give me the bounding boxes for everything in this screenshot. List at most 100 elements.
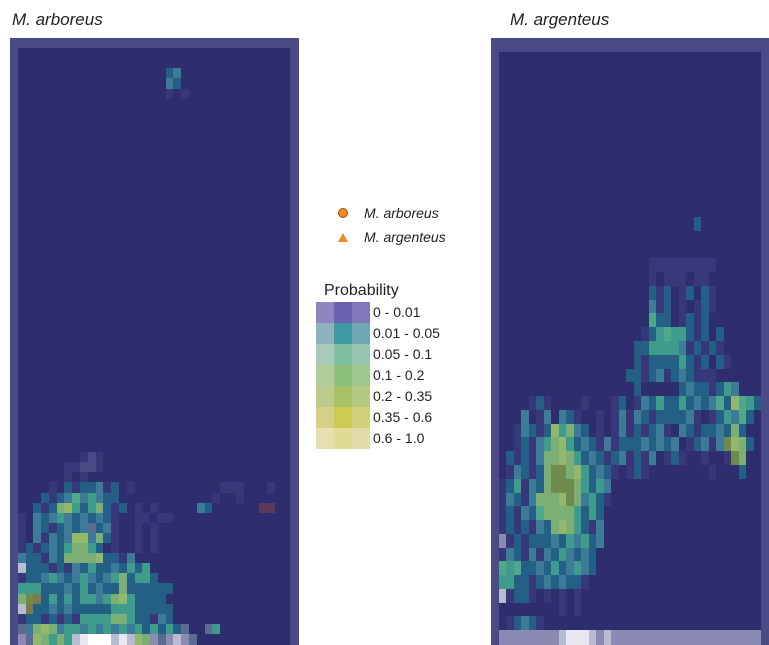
grid-cell (87, 320, 97, 332)
grid-cell (48, 310, 58, 322)
grid-cell (220, 270, 229, 281)
grid-cell (196, 169, 206, 180)
grid-cell (227, 280, 237, 292)
grid-cell (259, 118, 268, 130)
grid-cell (56, 300, 66, 312)
grid-cell (10, 199, 19, 211)
grid-cell (150, 300, 159, 312)
grid-cell (189, 88, 198, 100)
grid-cell (111, 250, 120, 261)
grid-cell (266, 159, 276, 170)
grid-cell (48, 128, 58, 140)
grid-cell (243, 38, 252, 49)
grid-cell (235, 240, 245, 251)
grid-cell (227, 98, 237, 110)
grid-cell (10, 169, 19, 180)
legend-probability-title: Probability (324, 282, 399, 299)
grid-cell (80, 159, 89, 170)
grid-cell (220, 139, 229, 150)
grid-cell (761, 561, 769, 576)
grid-cell (72, 159, 81, 170)
grid-cell (33, 341, 42, 352)
grid-cell (25, 68, 34, 79)
grid-cell (173, 199, 182, 211)
grid-cell (41, 128, 50, 140)
grid-cell (243, 260, 252, 271)
grid-cell (72, 199, 81, 211)
grid-cell (274, 78, 284, 90)
grid-cell (95, 88, 104, 100)
grid-cell (212, 98, 221, 110)
grid-cell (80, 78, 89, 90)
grid-cell (259, 290, 268, 302)
grid-cell (761, 106, 769, 122)
legend-swatch (316, 302, 334, 323)
grid-cell (266, 240, 276, 251)
grid-cell (64, 310, 73, 322)
grid-cell (111, 48, 120, 59)
grid-cell (204, 219, 213, 231)
grid-cell (196, 179, 206, 191)
grid-cell (235, 341, 245, 352)
grid-cell (25, 330, 34, 342)
grid-cell (259, 219, 268, 231)
grid-cell (251, 199, 260, 211)
grid-cell (103, 149, 112, 160)
grid-cell (72, 300, 81, 312)
grid-cell (290, 270, 299, 281)
grid-cell (72, 209, 81, 221)
grid-cell (282, 219, 291, 231)
grid-cell (95, 108, 104, 120)
grid-cell (259, 320, 268, 332)
grid-cell (204, 250, 213, 261)
grid-cell (173, 280, 182, 292)
grid-cell (87, 38, 97, 49)
grid-cell (150, 139, 159, 150)
grid-cell (235, 290, 245, 302)
grid-cell (235, 219, 245, 231)
grid-cell (196, 38, 206, 49)
grid-cell (189, 351, 198, 362)
grid-cell (87, 189, 97, 201)
grid-cell (72, 108, 81, 120)
grid-cell (266, 98, 276, 110)
grid-cell (10, 341, 19, 352)
grid-cell (173, 300, 182, 312)
grid-cell (118, 280, 128, 292)
legend-swatch (316, 344, 334, 365)
grid-cell (165, 310, 175, 322)
grid-cell (150, 199, 159, 211)
grid-cell (181, 128, 190, 140)
grid-cell (126, 270, 136, 281)
grid-cell (212, 38, 221, 49)
grid-cell (33, 78, 42, 90)
grid-cell (134, 300, 143, 312)
grid-cell (243, 219, 252, 231)
grid-cell (290, 98, 299, 110)
grid-cell (290, 260, 299, 271)
grid-cell (204, 361, 213, 372)
grid-cell (10, 351, 19, 362)
grid-cell (72, 320, 81, 332)
grid-cell (165, 199, 175, 211)
grid-cell (118, 229, 128, 241)
grid-cell (274, 229, 284, 241)
grid-cell (251, 300, 260, 312)
grid-cell (95, 250, 104, 261)
grid-cell (95, 219, 104, 231)
grid-cell (266, 179, 276, 191)
grid-cell (196, 149, 206, 160)
grid-cell (189, 199, 198, 211)
grid-cell (196, 361, 206, 372)
grid-cell (48, 351, 58, 362)
grid-cell (157, 270, 167, 281)
grid-cell (150, 330, 159, 342)
grid-cell (142, 240, 151, 251)
grid-cell (72, 219, 81, 231)
grid-cell (64, 270, 73, 281)
grid-cell (126, 361, 136, 372)
grid-cell (41, 300, 50, 312)
grid-cell (142, 260, 151, 271)
grid-cell (157, 280, 167, 292)
grid-cell (33, 58, 42, 69)
